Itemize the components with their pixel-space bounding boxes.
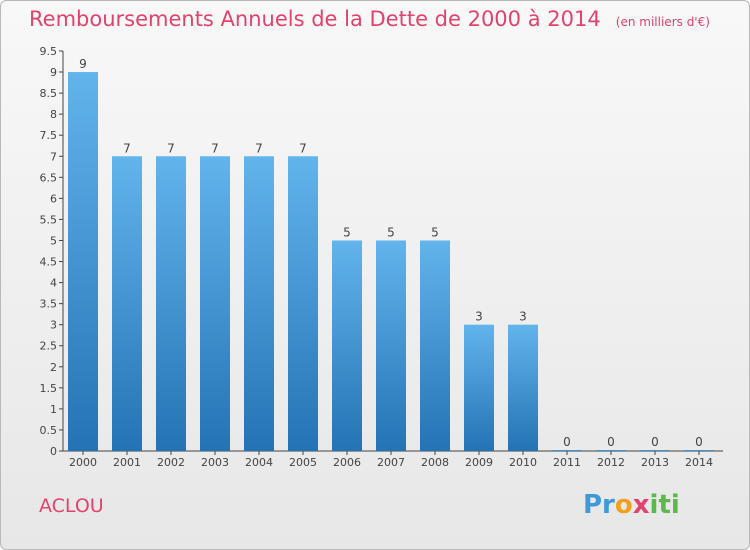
x-tick-label-2010: 2010 <box>509 456 537 469</box>
y-axis: 0 0.5 1 1.5 2 2.5 3 3.5 4 4.5 5 5.5 6 6.5 7 7.5 8 8.5 9 9.5 <box>40 45 64 458</box>
commune-name: ACLOU <box>39 495 104 517</box>
value-label-2005: 7 <box>299 141 307 155</box>
bar-2007 <box>376 240 406 451</box>
bar-2001 <box>112 156 142 451</box>
bar-2010 <box>508 324 538 451</box>
x-tick-label-2005: 2005 <box>289 456 317 469</box>
x-tick-label-2008: 2008 <box>421 456 449 469</box>
proxiti-logo[interactable]: Proxiti <box>583 490 680 520</box>
value-label-2012: 0 <box>607 435 615 449</box>
bar-2002 <box>156 156 186 451</box>
x-tick-label-2012: 2012 <box>597 456 625 469</box>
y-tick-label: 5 <box>50 234 57 247</box>
value-label-2009: 3 <box>475 310 483 324</box>
y-tick-label: 2.5 <box>40 340 58 353</box>
value-label-2013: 0 <box>651 435 659 449</box>
y-tick-label: 8.5 <box>40 87 58 100</box>
x-tick-label-2009: 2009 <box>465 456 493 469</box>
x-tick-label-2014: 2014 <box>685 456 713 469</box>
value-label-2006: 5 <box>343 225 351 239</box>
bar-2008 <box>420 240 450 451</box>
y-tick-label: 2 <box>50 361 57 374</box>
y-tick-label: 1.5 <box>40 382 58 395</box>
x-tick-label-2001: 2001 <box>113 456 141 469</box>
bar-2013 <box>640 450 670 451</box>
bar-2004 <box>244 156 274 451</box>
value-label-2007: 5 <box>387 225 395 239</box>
chart-title: Remboursements Annuels de la Dette de 20… <box>29 7 601 31</box>
y-tick-label: 5.5 <box>40 213 58 226</box>
bar-2003 <box>200 156 230 451</box>
x-axis: 2000 2001 2002 2003 2004 2005 2006 2007 2008 2009… <box>63 450 723 469</box>
bar-2006 <box>332 240 362 451</box>
y-tick-label: 8 <box>50 108 57 121</box>
y-tick-label: 4.5 <box>40 256 58 269</box>
y-tick-label: 9.5 <box>40 45 58 58</box>
y-tick-label: 3.5 <box>40 298 58 311</box>
x-tick-label-2007: 2007 <box>377 456 405 469</box>
bar-2009 <box>464 324 494 451</box>
x-tick-label-2002: 2002 <box>157 456 185 469</box>
y-tick-label: 3 <box>50 319 57 332</box>
value-label-2014: 0 <box>695 435 703 449</box>
chart-subtitle: (en milliers d'€) <box>615 15 710 29</box>
y-tick-label: 1 <box>50 403 57 416</box>
y-tick-label: 7.5 <box>40 129 58 142</box>
x-tick-label-2013: 2013 <box>641 456 669 469</box>
value-label-2004: 7 <box>255 141 263 155</box>
value-label-2010: 3 <box>519 310 527 324</box>
value-label-2011: 0 <box>563 435 571 449</box>
bar-2000 <box>68 72 98 451</box>
y-tick-label: 6 <box>50 192 57 205</box>
value-label-2008: 5 <box>431 225 439 239</box>
chart-title-block: Remboursements Annuels de la Dette de 20… <box>29 7 710 31</box>
x-tick-label-2011: 2011 <box>553 456 581 469</box>
value-label-2002: 7 <box>167 141 175 155</box>
y-tick-label: 4 <box>50 277 57 290</box>
bar-2005 <box>288 156 318 451</box>
y-tick-label: 7 <box>50 150 57 163</box>
y-tick-label: 0.5 <box>40 424 58 437</box>
x-tick-label-2000: 2000 <box>69 456 97 469</box>
value-label-2000: 9 <box>79 57 87 71</box>
y-tick-label: 0 <box>50 445 57 458</box>
value-label-2003: 7 <box>211 141 219 155</box>
x-tick-label-2003: 2003 <box>201 456 229 469</box>
y-tick-label: 6.5 <box>40 171 58 184</box>
value-label-2001: 7 <box>123 141 131 155</box>
x-tick-label-2004: 2004 <box>245 456 273 469</box>
bars: 9 7 7 7 7 7 5 5 5 3 3 0 0 0 0 <box>68 57 714 451</box>
bar-2012 <box>596 450 626 451</box>
bar-2014 <box>684 450 714 451</box>
x-tick-label-2006: 2006 <box>333 456 361 469</box>
y-tick-label: 9 <box>50 66 57 79</box>
bar-2011 <box>552 450 582 451</box>
